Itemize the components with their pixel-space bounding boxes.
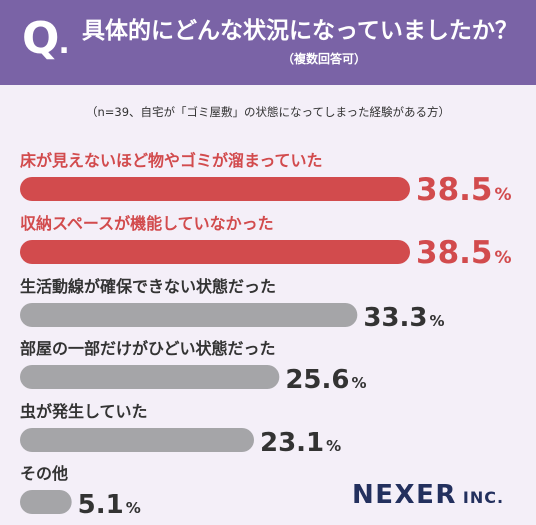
value-number: 23.1 — [260, 428, 324, 458]
bar — [20, 303, 358, 327]
value-unit: % — [351, 374, 366, 392]
value-number: 25.6 — [285, 365, 349, 395]
value-unit: % — [495, 248, 512, 268]
value-number: 33.3 — [363, 303, 427, 333]
value-unit: % — [326, 437, 341, 455]
question-mark: Q. — [22, 13, 70, 69]
brand-suffix: INC. — [462, 488, 505, 507]
brand-name: NEXER — [352, 480, 457, 510]
value-unit: % — [429, 312, 444, 330]
question-subtitle: （複数回答可） — [281, 52, 366, 66]
value-number: 38.5 — [416, 235, 493, 271]
value-unit: % — [126, 499, 141, 517]
brand-logo: NEXER INC. — [352, 480, 504, 510]
bar — [20, 240, 410, 264]
category-label: 収納スペースが機能していなかった — [20, 214, 274, 233]
question-header: Q. 具体的にどんな状況になっていましたか？ （複数回答可） — [0, 0, 536, 85]
value-label: 23.1% — [260, 428, 341, 458]
category-label: 虫が発生していた — [20, 402, 148, 421]
value-label: 38.5% — [416, 235, 512, 271]
category-label: その他 — [20, 464, 68, 483]
bar — [20, 428, 254, 452]
value-label: 33.3% — [363, 303, 444, 333]
bar — [20, 177, 410, 201]
category-label: 部屋の一部だけがひどい状態だった — [20, 339, 276, 358]
value-label: 38.5% — [416, 172, 512, 208]
category-label: 生活動線が確保できない状態だった — [20, 277, 276, 296]
q-dot: . — [58, 26, 69, 61]
question-title: 具体的にどんな状況になっていましたか？ — [82, 18, 518, 44]
value-unit: % — [495, 185, 512, 205]
category-label: 床が見えないほど物やゴミが溜まっていた — [20, 151, 323, 170]
value-label: 25.6% — [285, 365, 366, 395]
value-label: 5.1% — [78, 490, 141, 520]
value-number: 5.1 — [78, 490, 124, 520]
q-letter: Q — [22, 13, 59, 64]
bar — [20, 490, 72, 514]
sample-note: （n=39、自宅が「ゴミ屋敷」の状態になってしまった経験がある方） — [85, 105, 451, 119]
value-number: 38.5 — [416, 172, 493, 208]
bar — [20, 365, 280, 389]
